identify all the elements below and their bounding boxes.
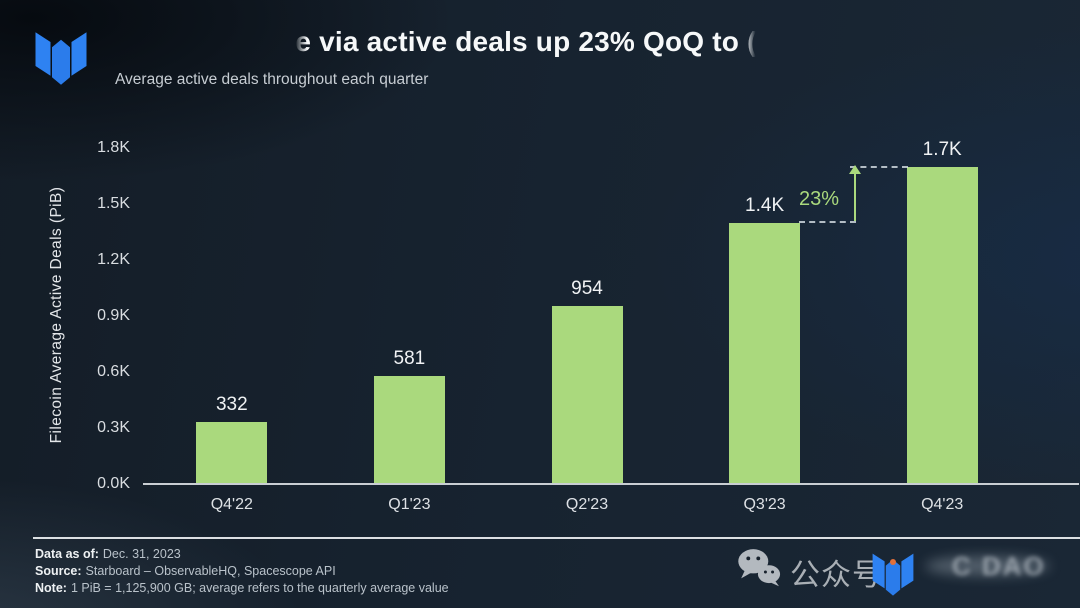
bar-value-label: 1.4K (745, 194, 785, 216)
chart-title-row: e via active deals up 23% QoQ to( (0, 26, 1080, 58)
footer-data-as-of-label: Data as of: (35, 547, 99, 561)
footer-divider (33, 537, 1080, 539)
watermark-faded-text: C DAO (952, 551, 1046, 581)
page-title-visible-text: e via active deals up 23% QoQ to (295, 26, 740, 57)
footer-source: Source: Starboard – ObservableHQ, Spacesc… (35, 563, 449, 580)
growth-arrow-head-icon (849, 165, 861, 174)
x-axis-tick-label: Q2'23 (565, 496, 609, 513)
y-axis-tick-label: 0.6K (97, 363, 130, 380)
messari-logo (35, 32, 87, 85)
page-title-cropped-fragment: ( (747, 26, 757, 57)
y-axis-tick-label: 0.9K (97, 307, 130, 324)
footer-note: Note: 1 PiB = 1,125,900 GB; average refer… (35, 580, 449, 597)
growth-arrow-line (854, 174, 856, 221)
x-axis-tick-label: Q4'22 (210, 496, 253, 513)
bar-Q4'22 (196, 422, 268, 484)
bar-Q4'23 (906, 166, 978, 484)
footer-data-as-of-value: Dec. 31, 2023 (102, 547, 181, 561)
footer-note-label: Note: (35, 581, 67, 595)
x-axis-tick-label: Q3'23 (743, 496, 786, 513)
bar-value-label: 1.7K (922, 138, 962, 160)
footer-data-as-of: Data as of: Dec. 31, 2023 (35, 546, 449, 563)
annotation-dashed-line-from (799, 221, 856, 223)
watermark-blur-smudge (925, 556, 1050, 576)
bar-Q2'23 (551, 305, 623, 484)
x-axis-tick-label: Q1'23 (388, 496, 431, 513)
wechat-account-label: 公众号 (790, 559, 883, 592)
watermark-messari-logo (872, 553, 914, 596)
wechat-icon (738, 549, 781, 587)
bar-value-label: 581 (393, 347, 426, 369)
footer-source-label: Source: (35, 564, 82, 578)
annotation-dashed-line-to (850, 166, 908, 168)
page-title: e via active deals up 23% QoQ to( (295, 26, 756, 58)
bar-value-label: 332 (215, 394, 248, 416)
x-axis-line (143, 483, 1079, 485)
y-axis-tick-label: 1.2K (97, 251, 130, 268)
x-axis-tick-label: Q4'23 (921, 496, 964, 513)
bar-Q1'23 (373, 375, 445, 484)
y-axis-tick-label: 0.3K (97, 419, 130, 436)
y-axis-tick-label: 1.5K (97, 195, 130, 212)
footer-note-value: 1 PiB = 1,125,900 GB; average refers to … (70, 581, 449, 595)
chart-subtitle: Average active deals throughout each qua… (115, 71, 429, 88)
y-axis-tick-label: 1.8K (97, 139, 130, 156)
bar-value-label: 954 (571, 277, 603, 299)
watermark-dot-icon (890, 559, 896, 565)
growth-percentage-label: 23% (798, 188, 840, 210)
bar-Q3'23 (729, 222, 801, 484)
footer-source-value: Starboard – ObservableHQ, Spacescope API (85, 564, 336, 578)
y-axis-tick-label: 0.0K (97, 475, 130, 492)
footer-notes: Data as of: Dec. 31, 2023 Source: Starboar… (35, 546, 449, 597)
